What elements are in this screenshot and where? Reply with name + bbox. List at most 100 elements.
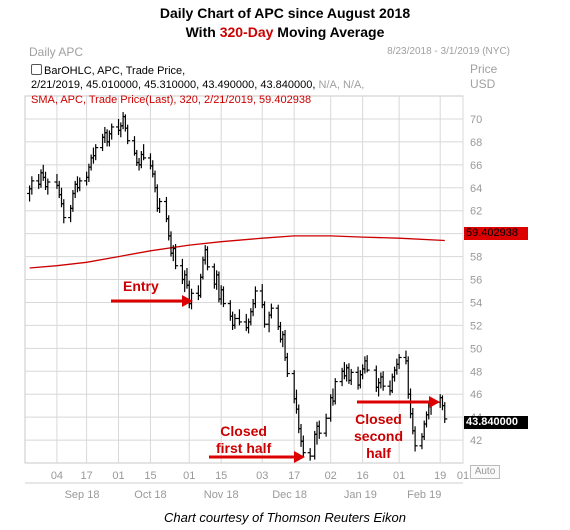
y-tick-label: 56: [470, 275, 482, 287]
sma-line-group: [29, 235, 445, 269]
closed-first-half-label: Closed first half: [216, 423, 271, 457]
closed-first-line1: Closed: [220, 423, 267, 439]
closed-first-arrow-head: [294, 451, 305, 463]
ohlc-bars: [27, 112, 448, 461]
x-tick-label: 01: [457, 470, 469, 482]
subtitle-highlight: 320-Day: [219, 24, 274, 40]
y-tick-label: 68: [470, 137, 482, 149]
x-month-label: Sep 18: [65, 489, 100, 500]
ohlc-bar: [77, 177, 83, 192]
closed-first-arrow: [209, 451, 305, 463]
y-tick-label: 54: [470, 297, 482, 309]
ohlc-bar: [45, 178, 51, 195]
entry-label: Entry: [123, 278, 159, 294]
ohlc-bar: [396, 354, 402, 369]
closed-second-arrow-head: [429, 396, 440, 408]
x-tick-label: 01: [112, 470, 124, 482]
x-tick-label: 15: [215, 470, 227, 482]
ohlc-bar: [268, 303, 274, 319]
ohlc-info-line1: BarOHLC, APC, Trade Price,: [31, 64, 185, 77]
x-tick-label: 17: [288, 470, 300, 482]
y-tick-label: 62: [470, 206, 482, 218]
x-month-label: Feb 19: [407, 489, 441, 500]
y-tick-label: 50: [470, 343, 482, 355]
x-month-label: Oct 18: [134, 489, 166, 500]
ohlc-bar: [205, 246, 210, 271]
x-month-label: Dec 18: [272, 489, 307, 500]
sma-320-line: [29, 235, 445, 269]
ohlc-legend-icon: [31, 64, 42, 75]
ohlc-bar: [380, 371, 386, 391]
x-month-label: Jan 19: [344, 489, 377, 500]
y-tick-label: 64: [470, 183, 482, 195]
annotation-arrows: [111, 295, 440, 463]
x-tick-label: 03: [256, 470, 268, 482]
chart-header-left: Daily APC: [29, 45, 84, 59]
x-tick-label: 02: [325, 470, 337, 482]
ohlc-bar: [284, 352, 290, 377]
y-tick-label: 58: [470, 252, 482, 264]
closed-second-line2: second: [354, 428, 404, 444]
ohlc-bar: [262, 301, 268, 328]
ohlc-bar: [220, 286, 226, 308]
ohlc-na-values: N/A, N/A,: [318, 79, 365, 91]
ohlc-bar: [125, 124, 131, 145]
last-price-tag: 43.840000: [464, 416, 528, 429]
ohlc-bar: [364, 355, 370, 373]
auto-scale-button[interactable]: Auto: [470, 465, 500, 479]
chart-credit: Chart courtesy of Thomson Reuters Eikon: [163, 510, 407, 525]
entry-arrow: [111, 295, 193, 307]
chart-title: Daily Chart of APC since August 2018: [159, 5, 411, 21]
date-range: 8/23/2018 - 3/1/2019 (NYC): [387, 46, 510, 57]
ohlc-bar: [252, 286, 258, 309]
ohlc-bar: [93, 144, 99, 161]
y-tick-label: 46: [470, 389, 482, 401]
ohlc-bar: [348, 368, 354, 386]
closed-second-line3: half: [366, 445, 391, 461]
chart-grid: [24, 95, 464, 484]
y-tick-label: 48: [470, 366, 482, 378]
x-month-label: Nov 18: [204, 489, 239, 500]
axis-title-usd: USD: [470, 77, 496, 91]
ohlc-values: 2/21/2019, 45.010000, 45.310000, 43.4900…: [31, 79, 319, 91]
ohlc-bar: [173, 243, 179, 270]
x-tick-label: 16: [357, 470, 369, 482]
closed-second-half-label: Closed second half: [354, 411, 403, 462]
ohlc-bar: [300, 435, 306, 458]
closed-first-line2: first half: [216, 440, 272, 456]
closed-second-line1: Closed: [355, 411, 402, 427]
axis-ticks: 4244464850525456586062646668700417011501…: [51, 114, 482, 500]
ohlc-bar: [332, 378, 338, 405]
ohlc-info-text: BarOHLC, APC, Trade Price,: [44, 65, 186, 77]
ohlc-bar: [412, 426, 418, 452]
x-tick-label: 01: [393, 470, 405, 482]
x-tick-label: 15: [144, 470, 156, 482]
y-tick-label: 42: [470, 435, 482, 447]
chart-subtitle: With 320-Day Moving Average: [0, 24, 570, 40]
ohlc-bar: [141, 144, 147, 161]
ohlc-bar: [442, 402, 448, 423]
subtitle-prefix: With: [185, 24, 220, 40]
price-chart: 4244464850525456586062646668700417011501…: [24, 95, 482, 500]
x-tick-label: 04: [51, 470, 63, 482]
ohlc-bar: [109, 123, 115, 140]
ohlc-bar: [29, 176, 35, 195]
y-tick-label: 70: [470, 114, 482, 126]
y-tick-label: 66: [470, 160, 482, 172]
x-tick-label: 01: [183, 470, 195, 482]
y-tick-label: 52: [470, 320, 482, 332]
ohlc-bar: [316, 420, 322, 439]
closed-second-arrow: [357, 396, 440, 408]
ohlc-bar: [157, 198, 163, 213]
ohlc-bar: [307, 448, 313, 461]
ohlc-info-line2: 2/21/2019, 45.010000, 45.310000, 43.4900…: [31, 79, 364, 91]
subtitle-suffix: Moving Average: [273, 24, 385, 40]
sma-price-tag: 59.402938: [464, 227, 528, 240]
x-tick-label: 17: [80, 470, 92, 482]
axis-title-price: Price: [470, 62, 498, 76]
ohlc-bar: [189, 288, 195, 310]
entry-arrow-head: [182, 295, 193, 307]
ohlc-bar: [236, 309, 242, 326]
x-tick-label: 19: [434, 470, 446, 482]
ohlc-bar: [61, 199, 67, 224]
